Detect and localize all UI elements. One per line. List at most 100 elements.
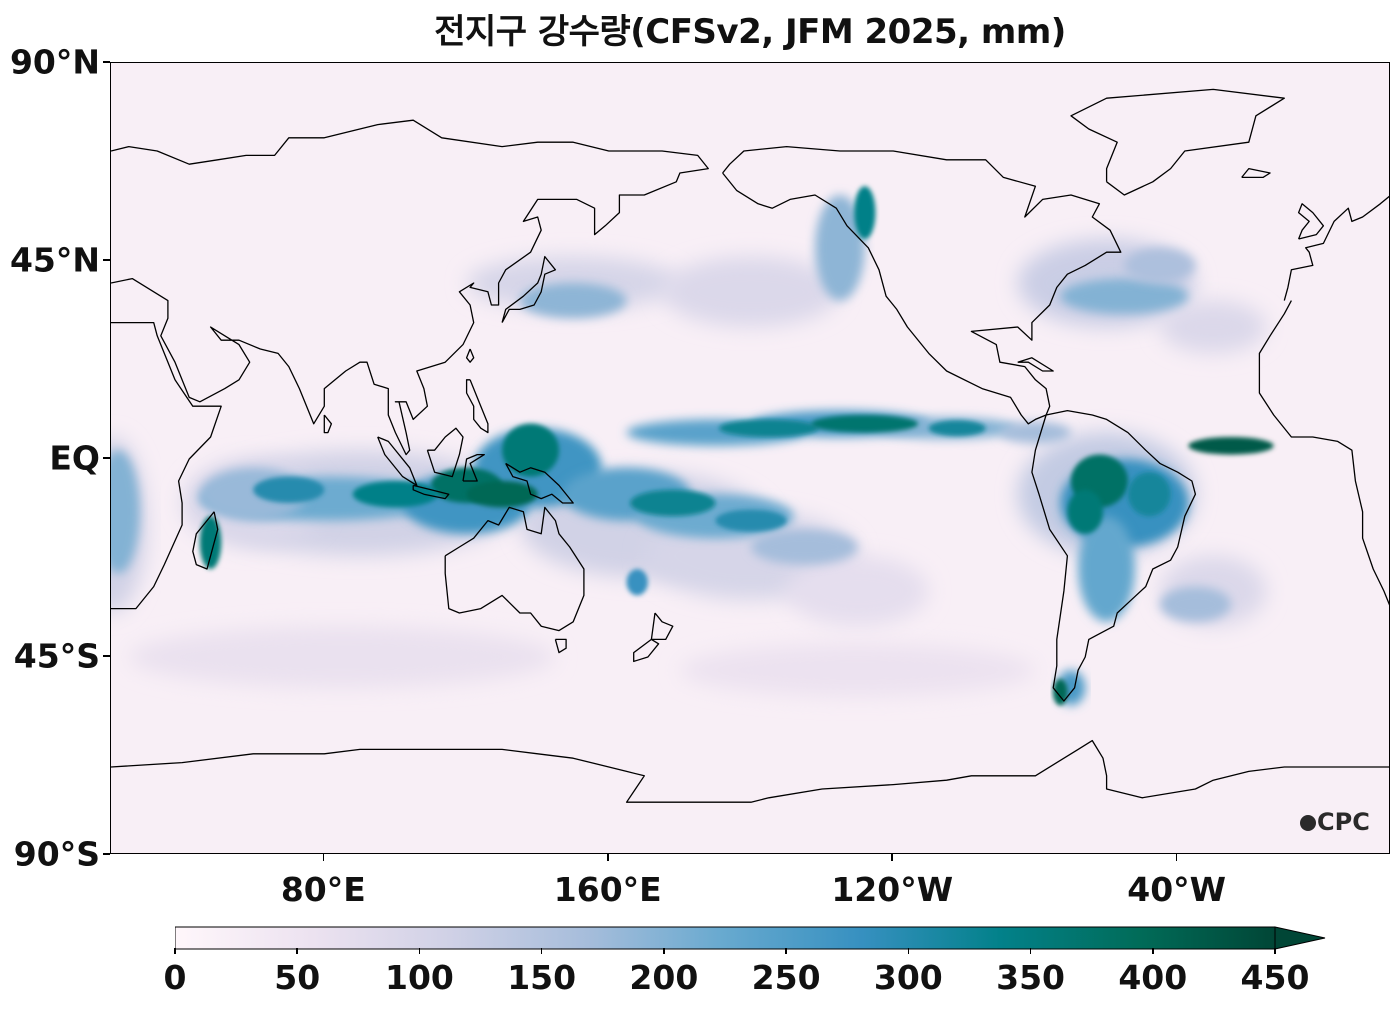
cuba-coastline (1017, 357, 1054, 372)
south-america-coastline (1031, 409, 1197, 702)
colorbar-tick-mark (1152, 948, 1154, 954)
precip-area (715, 509, 787, 532)
madagascar-coastline (192, 511, 219, 570)
colorbar-tick-label: 100 (384, 958, 454, 997)
lat-tick-mark (103, 259, 110, 261)
lat-tick-mark (103, 61, 110, 63)
tasmania-coastline (554, 638, 567, 654)
lat-tick-mark (103, 457, 110, 459)
cpc-watermark: CPC (1300, 808, 1370, 836)
lon-tick-mark (322, 854, 325, 861)
precipitation-field (111, 186, 1274, 706)
precip-area (466, 256, 680, 310)
precip-area (630, 489, 716, 517)
sri-lanka-coastline (323, 414, 333, 434)
australia-coastline (444, 506, 585, 632)
precip-area (679, 643, 1036, 697)
precip-area (1159, 586, 1231, 622)
colorbar-tick-label: 200 (629, 958, 699, 997)
philippines-coastline (465, 379, 489, 434)
colorbar-tick-label: 450 (1240, 958, 1310, 997)
precip-area (253, 476, 325, 503)
colorbar-tick-mark (174, 948, 176, 954)
antarctica-coastline (111, 739, 1389, 803)
precip-area (854, 186, 876, 239)
taiwan-coastline (465, 348, 475, 363)
new-guinea-coastline (505, 462, 574, 504)
precip-area (662, 256, 840, 327)
colorbar-tick-mark (663, 948, 665, 954)
colorbar-tick-mark (296, 948, 298, 954)
lon-tick-label: 80°E (280, 870, 366, 909)
lat-tick-label: EQ (49, 438, 100, 478)
greenland-coastline (1070, 88, 1285, 196)
colorbar-tick-mark (1029, 948, 1032, 954)
colorbar (175, 926, 1326, 950)
africa-east-coastline (111, 321, 222, 610)
sumatra-coastline (377, 436, 418, 487)
lat-tick-mark (103, 655, 110, 657)
north-america-coastline (722, 145, 1122, 425)
java-coastline (412, 484, 450, 500)
precip-area (128, 626, 556, 688)
new-zealand-south-coastline (633, 638, 660, 663)
precip-area (815, 195, 865, 301)
cpc-watermark-text: CPC (1317, 808, 1370, 836)
precip-area (502, 423, 559, 477)
colorbar-tick-label: 400 (1118, 958, 1188, 997)
precip-area (1159, 300, 1267, 354)
lat-tick-label: 45°N (9, 240, 100, 280)
precip-area (1124, 247, 1196, 283)
precip-area (811, 415, 919, 433)
colorbar-tick-mark (907, 948, 910, 954)
colorbar-tick-mark (540, 948, 543, 954)
cpc-logo-icon (1300, 815, 1316, 831)
precip-area (519, 283, 627, 319)
lon-tick-mark (607, 854, 609, 861)
precip-area (1127, 472, 1171, 517)
precip-area (719, 419, 819, 438)
precip-area (1060, 278, 1189, 314)
colorbar-tick-label: 0 (163, 958, 187, 997)
colorbar-tick-label: 150 (507, 958, 577, 997)
colorbar-tick-label: 50 (274, 958, 321, 997)
map-title: 전지구 강수량(CFSv2, JFM 2025, mm) (434, 12, 1066, 52)
britain-coastline (1297, 203, 1325, 240)
colorbar-tick-mark (785, 948, 787, 954)
precip-area (999, 421, 1071, 444)
colorbar-tick-mark (418, 948, 421, 954)
lon-tick-label: 120°W (831, 870, 954, 909)
colorbar-extend-arrow (1274, 926, 1326, 950)
sulawesi-coastline (462, 453, 485, 482)
colorbar-tick-label: 350 (996, 958, 1065, 997)
precip-area (199, 516, 222, 569)
japan-coastline (501, 255, 557, 323)
iceland-coastline (1241, 167, 1271, 179)
lon-tick-label: 160°E (553, 870, 662, 909)
precipitation-map[interactable] (110, 62, 1390, 854)
precip-area (786, 555, 929, 627)
lon-tick-mark (891, 854, 893, 861)
lon-tick-mark (1175, 854, 1178, 861)
colorbar-tick-label: 250 (751, 958, 821, 997)
colorbar-gradient (175, 926, 1276, 950)
precip-area (751, 529, 858, 565)
precip-area (1053, 679, 1068, 706)
eurasia-south-coastline (111, 119, 709, 456)
precip-area (928, 420, 986, 437)
lon-tick-label: 40°W (1127, 870, 1227, 909)
precip-area (1078, 516, 1135, 622)
lat-tick-mark (103, 853, 110, 855)
new-zealand-coastline (650, 612, 674, 641)
precip-area (1067, 489, 1103, 534)
lat-tick-label: 90°S (13, 834, 100, 874)
coastlines (111, 88, 1389, 803)
precip-area (626, 569, 648, 596)
borneo-coastline (426, 427, 464, 478)
precip-area (352, 481, 439, 508)
precip-area (1188, 437, 1274, 455)
precip-area (111, 450, 140, 574)
colorbar-tick-mark (1274, 948, 1276, 954)
europe-west-coastline (1283, 195, 1389, 301)
lat-tick-label: 45°S (13, 636, 100, 676)
